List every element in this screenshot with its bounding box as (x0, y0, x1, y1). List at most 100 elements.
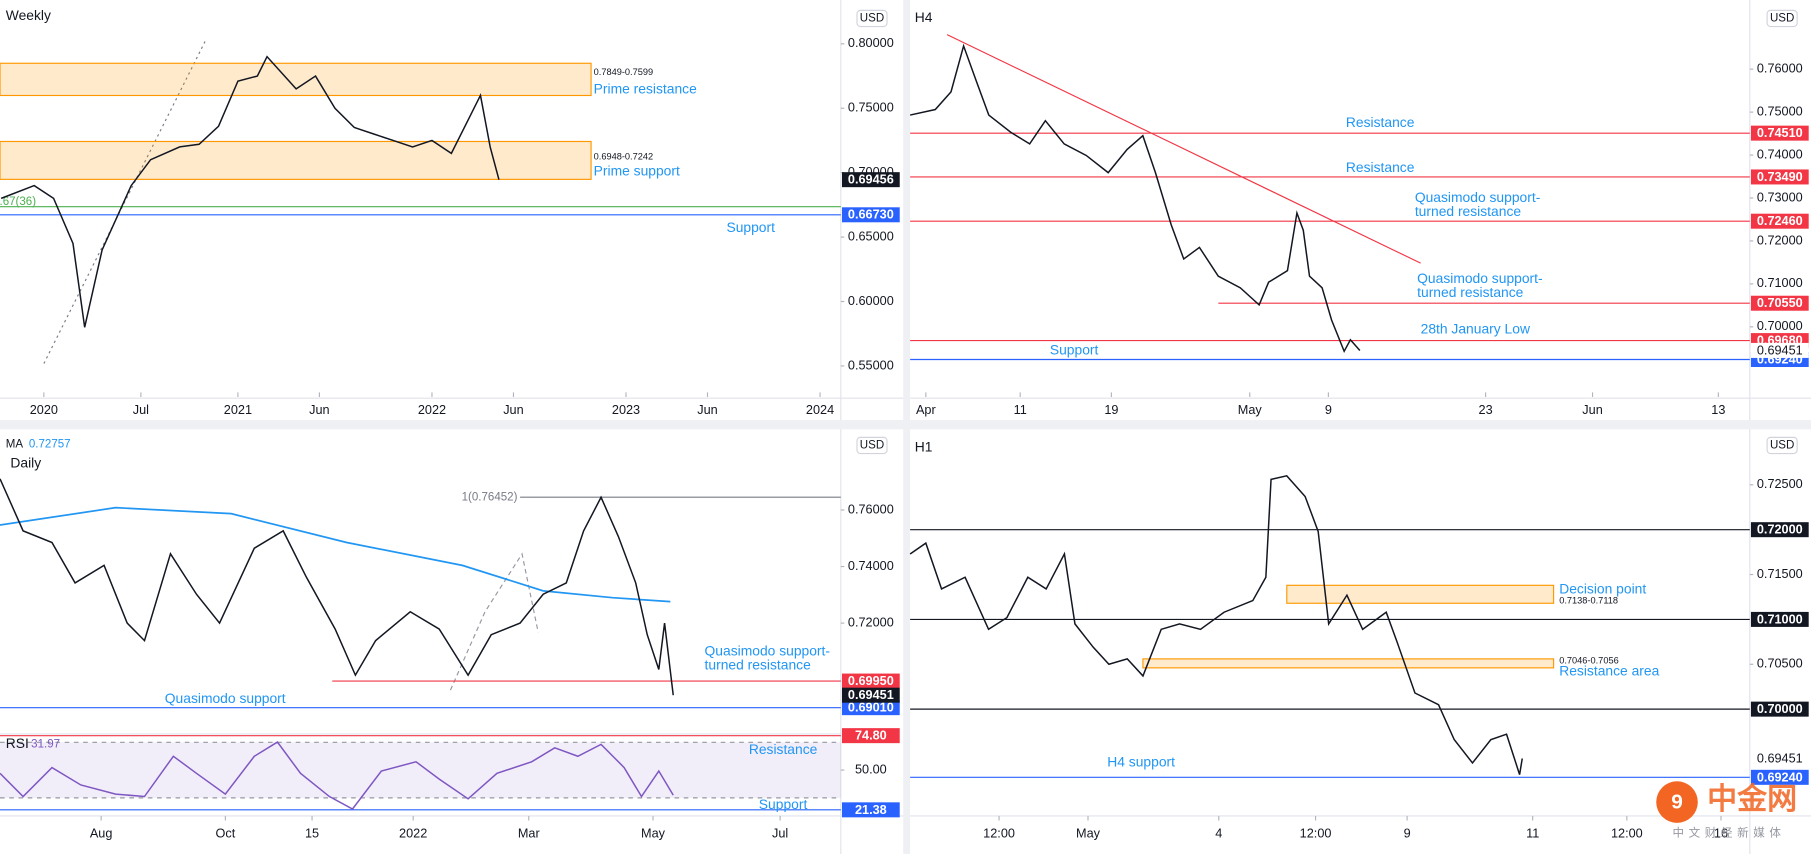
price-box-label: 0.73490 (1757, 170, 1803, 184)
zone-note: Resistance area (1559, 662, 1659, 678)
level-note: Resistance (1346, 114, 1415, 130)
level-note: turned resistance (1417, 284, 1524, 300)
level-note: Quasimodo support- (705, 643, 830, 659)
x-tick-label: Jul (772, 827, 788, 841)
x-tick-label: 12:00 (1300, 827, 1332, 841)
moving-average (0, 506, 671, 603)
y-tick-label: 0.74000 (848, 559, 894, 573)
zone (0, 62, 592, 97)
price-box (841, 673, 900, 689)
price-box (1750, 213, 1809, 229)
zone-range-label: 0.6948-0.7242 (594, 151, 653, 161)
currency-label: USD (1770, 440, 1794, 452)
y-tick-label: 0.71500 (1757, 567, 1803, 581)
x-tick-label: May (1238, 403, 1263, 417)
zone (1286, 584, 1555, 604)
price-box-label: 0.69010 (848, 701, 894, 715)
price-box-label: 0.66730 (848, 208, 894, 222)
logo (1656, 781, 1698, 823)
last-price-label: 0.69451 (1757, 343, 1803, 357)
x-tick-label: May (1076, 827, 1101, 841)
x-tick-label: Aug (90, 827, 113, 841)
price-box (1750, 522, 1809, 538)
y-tick-label: 0.73000 (1757, 190, 1803, 204)
price-box-label: 21.38 (855, 803, 887, 817)
y-tick-label: 0.71000 (1757, 276, 1803, 290)
watermark-title: 中金网 (1707, 782, 1797, 816)
y-tick-label: 0.70000 (1757, 319, 1803, 333)
x-tick-label: 23 (1479, 403, 1493, 417)
level-note: Quasimodo support- (1415, 189, 1540, 205)
logo-glyph: 9 (1671, 791, 1683, 814)
price-box (841, 700, 900, 716)
last-price-box (1750, 750, 1809, 766)
price-line (0, 741, 674, 810)
x-tick-label: 11 (1014, 403, 1027, 417)
price-box-label: 0.74510 (1757, 126, 1803, 140)
x-tick-label: 2023 (612, 403, 640, 417)
currency-box (856, 436, 888, 455)
y-tick-label: 0.76000 (848, 502, 894, 516)
price-box-label: 0.69950 (848, 674, 894, 688)
watermark-subtitle: 中文财经新媒体 (1672, 825, 1785, 839)
panel-title: H1 (915, 438, 933, 454)
zone-note: Prime resistance (594, 81, 697, 97)
price-line (0, 55, 500, 328)
x-tick-label: Apr (916, 403, 937, 417)
y-tick-label: 0.74000 (1757, 147, 1803, 161)
price-box-label: 0.72460 (1757, 214, 1803, 228)
currency-label: USD (860, 440, 884, 452)
zone (1142, 658, 1555, 669)
y-tick-label: 0.72000 (848, 615, 894, 629)
currency-box (1766, 436, 1798, 455)
price-box (1750, 769, 1809, 785)
x-tick-label: 9 (1404, 827, 1411, 841)
panel-title: Weekly (6, 7, 51, 23)
level-note: Resistance (749, 741, 818, 757)
x-tick-label: 2021 (224, 403, 252, 417)
level-note: Support (726, 219, 775, 235)
price-box (1750, 701, 1809, 717)
price-box (841, 207, 900, 223)
price-box-label: 0.72000 (1757, 523, 1803, 537)
y-tick-label: 0.75000 (1757, 104, 1803, 118)
x-tick-label: Jun (697, 403, 717, 417)
currency-box (856, 9, 888, 28)
y-tick-label: 0.65000 (848, 229, 894, 243)
y-tick-label: 0.80000 (848, 36, 894, 50)
price-box (1750, 169, 1809, 185)
y-tick-label: 0.70500 (1757, 657, 1803, 671)
x-tick-label: 9 (1325, 403, 1332, 417)
zone-note: Prime support (594, 163, 680, 179)
zone-range-label: 0.7138-0.7118 (1559, 596, 1618, 606)
y-tick-label: 0.76000 (1757, 62, 1803, 76)
last-price-label: 0.69451 (848, 688, 894, 702)
x-tick-label: Jun (1582, 403, 1602, 417)
ma-name: MA (6, 438, 24, 450)
x-tick-label: Jun (503, 403, 523, 417)
level-tag: 1(0.76452) (462, 491, 518, 503)
ma-value: 0.72757 (29, 438, 71, 450)
price-box (1750, 125, 1809, 141)
price-box-label: 0.69240 (1757, 770, 1803, 784)
x-tick-label: Mar (518, 827, 541, 841)
x-tick-label: 4 (1215, 827, 1222, 841)
x-tick-label: 2024 (806, 403, 834, 417)
rsi-value: 31.97 (31, 738, 60, 750)
panel-gap (0, 420, 1811, 430)
y-tick-label: 0.55000 (848, 358, 894, 372)
y-tick-label: 0.60000 (848, 294, 894, 308)
price-line (909, 43, 1361, 354)
panel-title: RSI (6, 735, 29, 751)
price-box-label: 0.70000 (1757, 702, 1803, 716)
x-tick-label: 12:00 (1611, 827, 1643, 841)
level-note: Resistance (1346, 159, 1415, 175)
level-note: Support (759, 796, 808, 812)
level-note: Support (1050, 341, 1099, 357)
x-tick-label: 2022 (418, 403, 446, 417)
last-price-box (841, 172, 900, 188)
currency-label: USD (860, 13, 884, 25)
level-tag: 0.67(36) (0, 196, 36, 208)
panel-title: H4 (915, 9, 933, 25)
